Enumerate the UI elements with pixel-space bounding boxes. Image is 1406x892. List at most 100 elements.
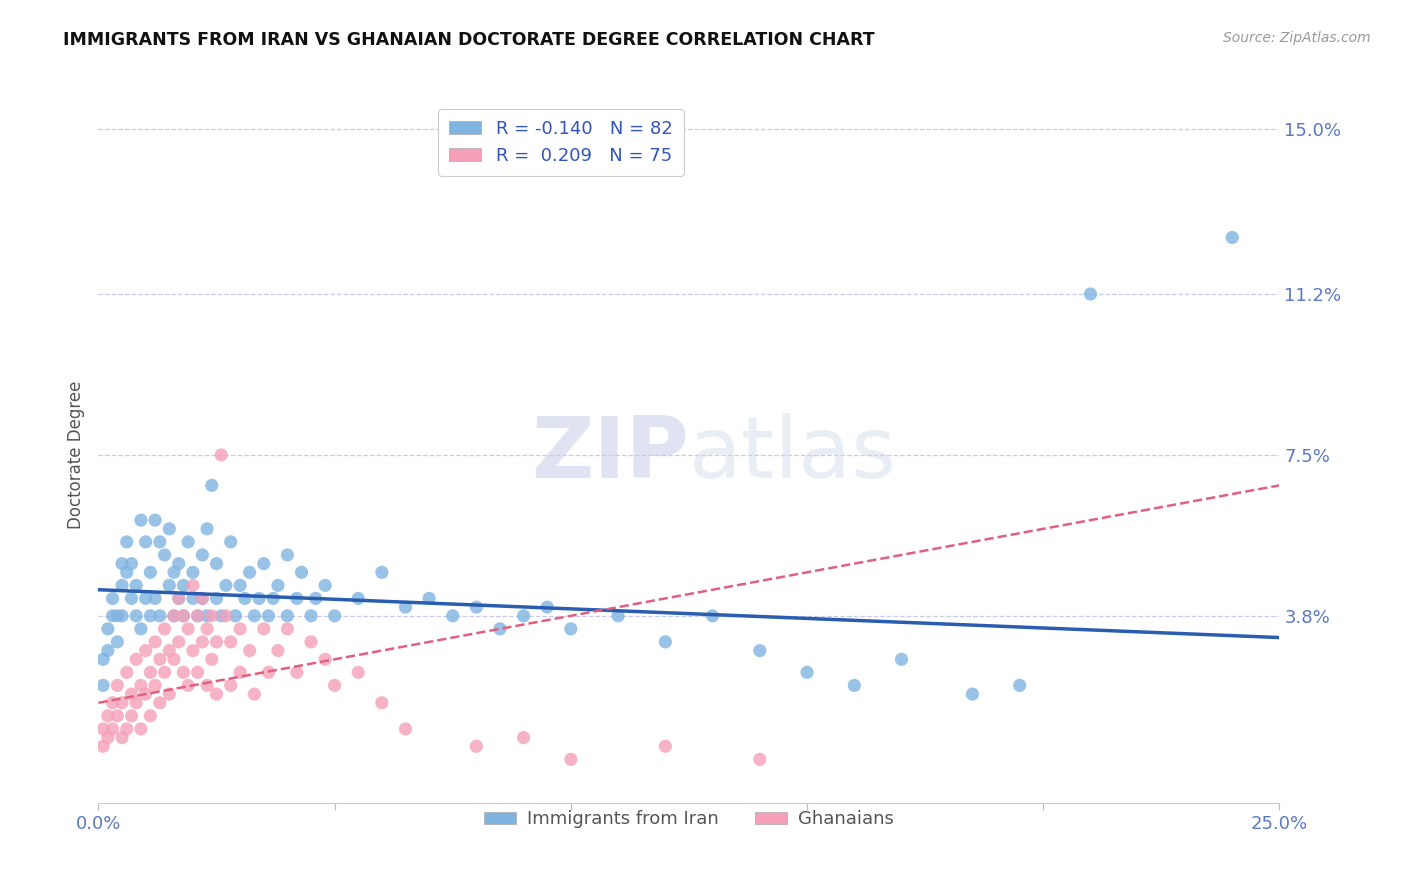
Point bbox=[229, 578, 252, 592]
Point bbox=[796, 665, 818, 680]
Point bbox=[91, 678, 114, 692]
Point bbox=[205, 557, 228, 571]
Point bbox=[143, 591, 166, 606]
Point bbox=[135, 591, 157, 606]
Point bbox=[111, 696, 134, 710]
Point bbox=[101, 722, 124, 736]
Point bbox=[748, 752, 770, 766]
Point bbox=[153, 622, 176, 636]
Point bbox=[233, 591, 256, 606]
Point bbox=[195, 608, 218, 623]
Point bbox=[111, 731, 134, 745]
Point bbox=[105, 608, 128, 623]
Point bbox=[748, 643, 770, 657]
Point bbox=[121, 557, 143, 571]
Point bbox=[215, 608, 238, 623]
Point bbox=[121, 591, 143, 606]
Point bbox=[247, 591, 270, 606]
Point bbox=[209, 448, 232, 462]
Point bbox=[201, 478, 224, 492]
Point bbox=[347, 665, 370, 680]
Point bbox=[560, 752, 582, 766]
Point bbox=[157, 522, 180, 536]
Point bbox=[181, 591, 204, 606]
Point bbox=[149, 652, 172, 666]
Point bbox=[135, 687, 157, 701]
Point bbox=[607, 608, 630, 623]
Point bbox=[205, 591, 228, 606]
Point bbox=[224, 608, 246, 623]
Point bbox=[115, 665, 138, 680]
Point bbox=[285, 665, 308, 680]
Point bbox=[97, 731, 120, 745]
Point bbox=[844, 678, 866, 692]
Point bbox=[181, 643, 204, 657]
Text: Source: ZipAtlas.com: Source: ZipAtlas.com bbox=[1223, 31, 1371, 45]
Point bbox=[890, 652, 912, 666]
Point bbox=[215, 578, 238, 592]
Point bbox=[205, 635, 228, 649]
Point bbox=[101, 608, 124, 623]
Point bbox=[654, 635, 676, 649]
Point bbox=[105, 678, 128, 692]
Point bbox=[139, 566, 162, 580]
Point bbox=[135, 534, 157, 549]
Point bbox=[125, 696, 148, 710]
Point bbox=[143, 635, 166, 649]
Point bbox=[111, 608, 134, 623]
Point bbox=[97, 643, 120, 657]
Point bbox=[129, 678, 152, 692]
Point bbox=[172, 665, 194, 680]
Point bbox=[139, 708, 162, 723]
Point bbox=[177, 622, 200, 636]
Point bbox=[418, 591, 440, 606]
Point bbox=[323, 678, 346, 692]
Point bbox=[314, 578, 336, 592]
Point bbox=[91, 722, 114, 736]
Point bbox=[125, 652, 148, 666]
Point bbox=[139, 608, 162, 623]
Point bbox=[205, 687, 228, 701]
Point bbox=[177, 534, 200, 549]
Point bbox=[129, 513, 152, 527]
Point bbox=[299, 635, 322, 649]
Point bbox=[276, 608, 298, 623]
Text: IMMIGRANTS FROM IRAN VS GHANAIAN DOCTORATE DEGREE CORRELATION CHART: IMMIGRANTS FROM IRAN VS GHANAIAN DOCTORA… bbox=[63, 31, 875, 49]
Point bbox=[654, 739, 676, 754]
Point bbox=[121, 687, 143, 701]
Point bbox=[219, 635, 242, 649]
Point bbox=[153, 548, 176, 562]
Point bbox=[157, 643, 180, 657]
Point bbox=[1080, 287, 1102, 301]
Point bbox=[394, 600, 416, 615]
Point bbox=[299, 608, 322, 623]
Text: ZIP: ZIP bbox=[531, 413, 689, 497]
Point bbox=[149, 696, 172, 710]
Point bbox=[163, 608, 186, 623]
Point bbox=[143, 513, 166, 527]
Point bbox=[465, 600, 488, 615]
Point bbox=[347, 591, 370, 606]
Point bbox=[143, 678, 166, 692]
Point bbox=[465, 739, 488, 754]
Point bbox=[229, 665, 252, 680]
Point bbox=[125, 578, 148, 592]
Point bbox=[111, 578, 134, 592]
Point bbox=[305, 591, 328, 606]
Point bbox=[243, 687, 266, 701]
Point bbox=[115, 534, 138, 549]
Point bbox=[253, 622, 276, 636]
Point bbox=[187, 608, 209, 623]
Point bbox=[172, 608, 194, 623]
Point bbox=[512, 731, 534, 745]
Point bbox=[101, 591, 124, 606]
Point bbox=[371, 696, 394, 710]
Point bbox=[139, 665, 162, 680]
Point bbox=[97, 622, 120, 636]
Point bbox=[209, 608, 232, 623]
Point bbox=[149, 534, 172, 549]
Point bbox=[105, 708, 128, 723]
Point bbox=[172, 608, 194, 623]
Point bbox=[195, 622, 218, 636]
Point bbox=[177, 678, 200, 692]
